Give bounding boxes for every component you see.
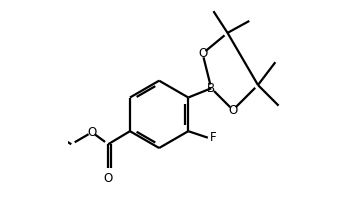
Text: F: F: [210, 131, 216, 144]
Text: B: B: [207, 82, 215, 95]
Text: O: O: [228, 103, 238, 117]
Text: O: O: [104, 172, 113, 185]
Text: O: O: [87, 126, 97, 139]
Text: O: O: [198, 47, 207, 60]
